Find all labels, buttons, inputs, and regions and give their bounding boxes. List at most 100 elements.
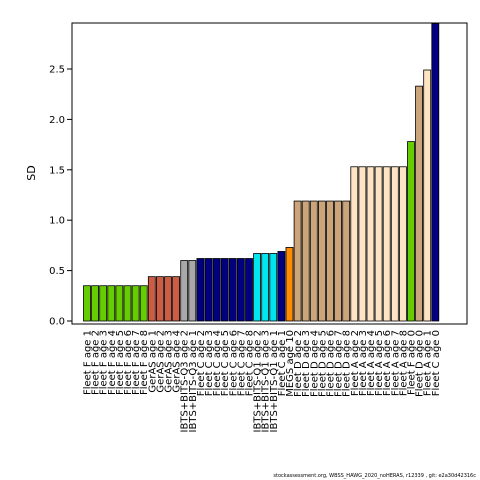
bar (277, 251, 286, 322)
y-tick-label: 2.5 (49, 65, 65, 76)
bar (172, 276, 181, 322)
x-tick-label: Fleet C age 0 (431, 330, 442, 396)
bar (107, 285, 116, 322)
x-tick-label: Fleet C age 2 (196, 330, 207, 396)
x-tick-label: Fleet D age 6 (326, 330, 337, 397)
x-tick-label: GerAS age 2 (155, 330, 166, 393)
x-tick-label: Fleet D age 7 (334, 330, 345, 397)
x-tick-label: Fleet F age 1 (83, 330, 94, 395)
x-tick-label: Fleet C age 4 (212, 330, 223, 396)
bar (253, 253, 262, 322)
x-tick-label: IBTS+BITS-Q1 age 3 (261, 330, 272, 432)
bar (245, 258, 253, 322)
x-tick-label: Fleet A age 4 (366, 330, 377, 396)
x-tick-label: GerAS age 4 (172, 330, 183, 393)
footer-credit: stockassessment.org, WBSS_HAWG_2020_noHE… (273, 473, 476, 479)
bar (204, 258, 213, 322)
x-tick-label: Fleet D age 8 (342, 330, 353, 397)
bar (99, 285, 108, 322)
x-tick-label: Fleet F age 0 (407, 330, 418, 395)
bar (382, 166, 391, 322)
bar (123, 285, 132, 322)
x-tick-label: Fleet D age 3 (301, 330, 312, 397)
x-tick-label: IBTS+BITS-Q1 age 1 (269, 330, 280, 432)
bar (188, 260, 197, 322)
x-tick-label: Fleet C age 1 (277, 330, 288, 396)
x-tick-label: Fleet F age 4 (107, 330, 118, 395)
bar (164, 276, 172, 322)
x-tick-label: Fleet F age 2 (91, 330, 102, 395)
bar (342, 200, 351, 322)
y-axis-label: SD (25, 165, 38, 180)
x-tick-label: Fleet C age 5 (220, 330, 231, 396)
x-tick-label: Fleet C age 6 (228, 330, 239, 396)
bar (155, 276, 164, 322)
x-tick-label: Fleet F age 6 (123, 330, 134, 395)
x-tick-label: Fleet F age 8 (139, 330, 150, 395)
bar (83, 285, 91, 322)
bar (293, 200, 302, 322)
bar (115, 285, 124, 322)
x-tick-label: Fleet A age 7 (390, 330, 401, 396)
bars-group (83, 23, 440, 322)
bar (236, 258, 245, 322)
x-tick-label: Fleet A age 5 (374, 330, 385, 396)
x-tick-label: Fleet A age 1 (423, 330, 434, 396)
plot-frame (71, 22, 468, 325)
y-tick-label: 1.0 (49, 216, 65, 227)
x-tick-label: IBTS+BITS-Q3 age 2 (180, 330, 191, 432)
x-tick-label: Fleet F age 5 (115, 330, 126, 395)
bar (309, 200, 318, 322)
bar (212, 258, 221, 322)
bar (196, 258, 205, 322)
x-tick-label: Fleet C age 8 (245, 330, 256, 396)
bar (358, 166, 367, 322)
bar (334, 200, 343, 322)
bar (269, 253, 278, 322)
bar (317, 200, 326, 322)
bar (147, 276, 156, 322)
bar (139, 285, 148, 322)
y-axis: 0.0 0.5 1.0 1.5 2.0 2.5 (49, 65, 72, 328)
bar (91, 285, 99, 322)
x-tick-label: Fleet D age 5 (317, 330, 328, 397)
x-tick-label: Fleet A age 8 (398, 330, 409, 396)
bar (228, 258, 237, 322)
bar (398, 166, 407, 322)
y-tick-label: 2.0 (49, 115, 65, 126)
bar (423, 69, 432, 322)
bar (301, 200, 310, 322)
bar (407, 141, 415, 322)
x-tick-label: Fleet F age 3 (99, 330, 110, 395)
x-tick-label: Fleet A age 6 (382, 330, 393, 396)
x-tick-label: Fleet A age 2 (350, 330, 361, 396)
bar (285, 247, 294, 322)
x-tick-label: IBTS+BITS-Q1 age 2 (253, 330, 264, 432)
x-tick-label: Fleet D age 2 (293, 330, 304, 397)
bar (350, 166, 359, 322)
bar (390, 166, 399, 322)
x-tick-label: Fleet A age 3 (358, 330, 369, 396)
bar (131, 285, 140, 322)
bar (366, 166, 375, 322)
x-tick-label: Fleet C age 7 (236, 330, 247, 396)
y-tick-label: 1.5 (49, 165, 65, 176)
x-tick-label: GerAS age 3 (164, 330, 175, 393)
x-tick-label: Fleet D age 4 (309, 330, 320, 397)
x-tick-label: GerAS age 1 (147, 330, 158, 393)
x-tick-label: Fleet F age 7 (131, 330, 142, 395)
bar (431, 23, 440, 322)
x-tick-label: IBTS+BITS-Q3 age 1 (188, 330, 199, 432)
bar (261, 253, 270, 322)
y-tick-label: 0.5 (49, 266, 65, 277)
x-tick-label: MEGS age 10 (285, 330, 296, 397)
x-tick-label: Fleet C age 3 (204, 330, 215, 396)
bar (220, 258, 229, 322)
bar (415, 85, 424, 322)
y-tick-label: 0.0 (49, 317, 65, 328)
bar (180, 260, 189, 322)
bar (374, 166, 383, 322)
bar (326, 200, 334, 322)
